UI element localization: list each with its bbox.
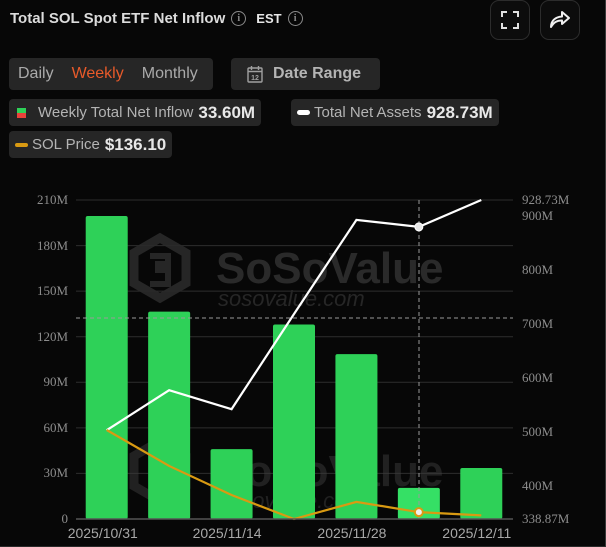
x-axis-tick: 2025/11/28 — [317, 525, 387, 541]
legend-assets[interactable]: Total Net Assets 928.73M — [291, 99, 499, 126]
legend-assets-label: Total Net Assets — [314, 104, 422, 121]
left-axis-tick: 0 — [61, 511, 69, 526]
tab-daily[interactable]: Daily — [18, 65, 54, 82]
timezone-label: EST — [256, 11, 282, 26]
page-title: Total SOL Spot ETF Net Inflow — [10, 10, 226, 27]
left-axis-tick: 210M — [36, 192, 68, 207]
date-range-label: Date Range — [273, 65, 362, 82]
chart-header: Total SOL Spot ETF Net Inflow i EST i — [10, 10, 303, 27]
legend-price-value: $136.10 — [104, 134, 167, 154]
inflow-swatch-icon — [17, 107, 26, 118]
svg-text:12: 12 — [251, 75, 259, 82]
price-line-swatch-icon — [15, 142, 28, 147]
left-axis-tick: 150M — [36, 283, 68, 299]
left-axis-tick: 180M — [36, 237, 68, 253]
right-axis-tick: 800M — [522, 261, 554, 277]
tab-monthly[interactable]: Monthly — [141, 65, 198, 82]
legend-price-label: SOL Price — [32, 136, 100, 153]
left-axis-tick: 60M — [43, 419, 68, 435]
share-button[interactable] — [540, 0, 580, 40]
right-axis-tick: 928.73M — [522, 192, 570, 207]
period-tabs: Daily Weekly Monthly — [9, 58, 213, 90]
info-circle-icon[interactable]: i — [231, 11, 247, 26]
right-axis-tick: 338.87M — [522, 511, 570, 526]
legend-inflow-value: 33.60M — [198, 102, 256, 122]
fullscreen-icon — [501, 11, 519, 29]
share-arrow-icon — [550, 11, 570, 28]
right-axis-tick: 400M — [522, 477, 554, 493]
x-axis-tick: 2025/10/31 — [67, 525, 138, 541]
assets-line-swatch-icon — [297, 110, 310, 115]
tab-weekly[interactable]: Weekly — [71, 65, 124, 82]
fullscreen-button[interactable] — [490, 0, 530, 40]
left-axis-tick: 30M — [43, 465, 68, 481]
legend-inflow-label: Weekly Total Net Inflow — [38, 104, 194, 121]
right-axis-tick: 500M — [522, 423, 554, 439]
right-axis-tick: 900M — [522, 207, 554, 223]
left-axis-tick: 120M — [36, 328, 68, 344]
left-axis-tick: 90M — [43, 374, 68, 390]
timezone-info-icon[interactable]: i — [287, 11, 303, 26]
legend-price[interactable]: SOL Price $136.10 — [9, 131, 173, 158]
calendar-icon: 12 — [247, 66, 263, 83]
x-axis-tick: 2025/11/14 — [192, 525, 262, 541]
legend-assets-value: 928.73M — [426, 102, 493, 122]
right-axis-tick: 600M — [522, 369, 554, 385]
date-range-button[interactable]: 12 Date Range — [231, 58, 380, 90]
x-axis-tick: 2025/12/11 — [442, 525, 512, 541]
legend-inflow[interactable]: Weekly Total Net Inflow 33.60M — [9, 99, 262, 126]
right-axis-tick: 700M — [522, 315, 554, 331]
